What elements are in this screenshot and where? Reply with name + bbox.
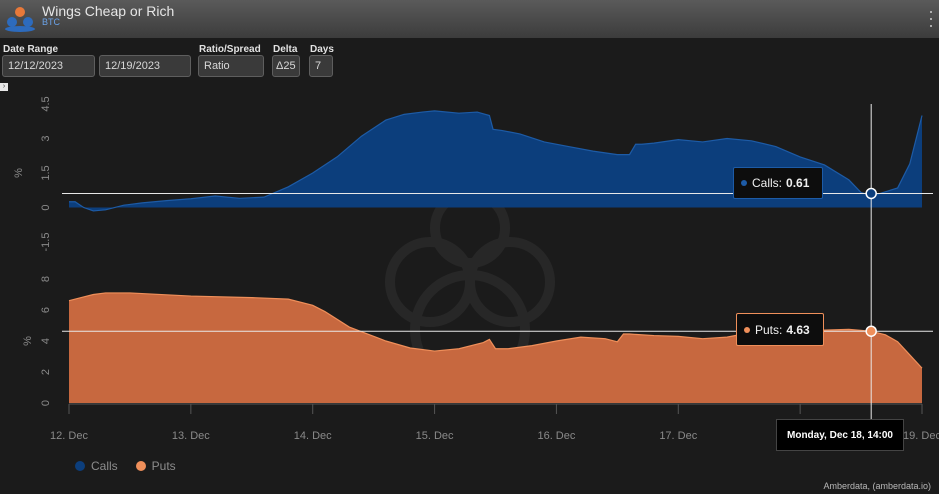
puts-ytick-label: 6 xyxy=(40,307,52,313)
calls-line xyxy=(69,110,923,212)
calls-ytick-label: 0 xyxy=(40,204,52,210)
calls-tooltip: Calls: 0.61 xyxy=(733,167,823,199)
ratio-spread-label: Ratio/Spread xyxy=(199,44,261,55)
puts-ytick-label: 8 xyxy=(40,276,52,282)
amberdata-logo xyxy=(5,7,35,32)
x-tick-label: 16. Dec xyxy=(537,430,575,442)
ratio-spread-select[interactable]: Ratio xyxy=(198,55,264,77)
puts-ytick-label: 2 xyxy=(40,369,52,375)
date-tooltip: Monday, Dec 18, 14:00 xyxy=(776,419,904,451)
days-select[interactable]: 7 xyxy=(309,55,333,77)
end-date-input[interactable]: 12/19/2023 xyxy=(99,55,191,77)
puts-tooltip-marker xyxy=(744,326,750,333)
app-title: Wings Cheap or Rich xyxy=(42,3,175,19)
calls-ytick-label: 4.5 xyxy=(40,96,52,111)
legend: Calls Puts xyxy=(75,459,176,473)
app-subtitle: BTC xyxy=(42,17,60,27)
calls-ytick-label: 3 xyxy=(40,135,52,141)
more-menu-icon[interactable] xyxy=(928,11,934,27)
x-tick-label: 13. Dec xyxy=(172,430,210,442)
calls-area xyxy=(69,110,922,211)
x-tick-label: 14. Dec xyxy=(294,430,332,442)
puts-tooltip: Puts: 4.63 xyxy=(736,313,824,346)
delta-label: Delta xyxy=(273,44,298,55)
x-tick-label: 15. Dec xyxy=(416,430,454,442)
calls-tooltip-marker xyxy=(741,180,747,186)
puts-area xyxy=(69,292,922,403)
credit: Amberdata, (amberdata.io) xyxy=(823,481,931,491)
legend-calls-label: Calls xyxy=(91,459,118,473)
app-header: Wings Cheap or Rich BTC xyxy=(0,0,939,38)
legend-item-calls[interactable]: Calls xyxy=(75,459,118,473)
days-label: Days xyxy=(310,44,334,55)
collapse-toggle-icon[interactable]: › xyxy=(0,83,8,91)
puts-tooltip-label: Puts: xyxy=(755,322,783,337)
calls-hover-marker xyxy=(865,187,877,200)
calls-ytick-label: 1.5 xyxy=(40,165,52,180)
x-tick-label: 12. Dec xyxy=(50,430,88,442)
date-range-label: Date Range xyxy=(3,44,59,55)
x-tick-label: 17. Dec xyxy=(659,430,697,442)
calls-tooltip-label: Calls: xyxy=(752,176,783,190)
calls-ytick-label: -1.5 xyxy=(40,233,52,252)
x-tick-label: 19. Dec xyxy=(903,430,939,442)
legend-item-puts[interactable]: Puts xyxy=(135,459,176,473)
delta-select[interactable]: Δ25 xyxy=(272,55,300,77)
puts-hover-marker xyxy=(865,325,877,337)
puts-ytick-label: 4 xyxy=(40,338,52,344)
puts-y-axis-label: % xyxy=(22,336,34,346)
calls-y-axis-label: % xyxy=(13,168,25,178)
puts-ytick-label: 0 xyxy=(40,400,52,406)
legend-puts-label: Puts xyxy=(151,459,176,473)
start-date-input[interactable]: 12/12/2023 xyxy=(2,55,95,77)
calls-tooltip-value: 0.61 xyxy=(786,176,810,190)
puts-tooltip-value: 4.63 xyxy=(786,322,810,337)
legend-puts-marker xyxy=(135,461,146,471)
legend-calls-marker xyxy=(75,461,85,471)
